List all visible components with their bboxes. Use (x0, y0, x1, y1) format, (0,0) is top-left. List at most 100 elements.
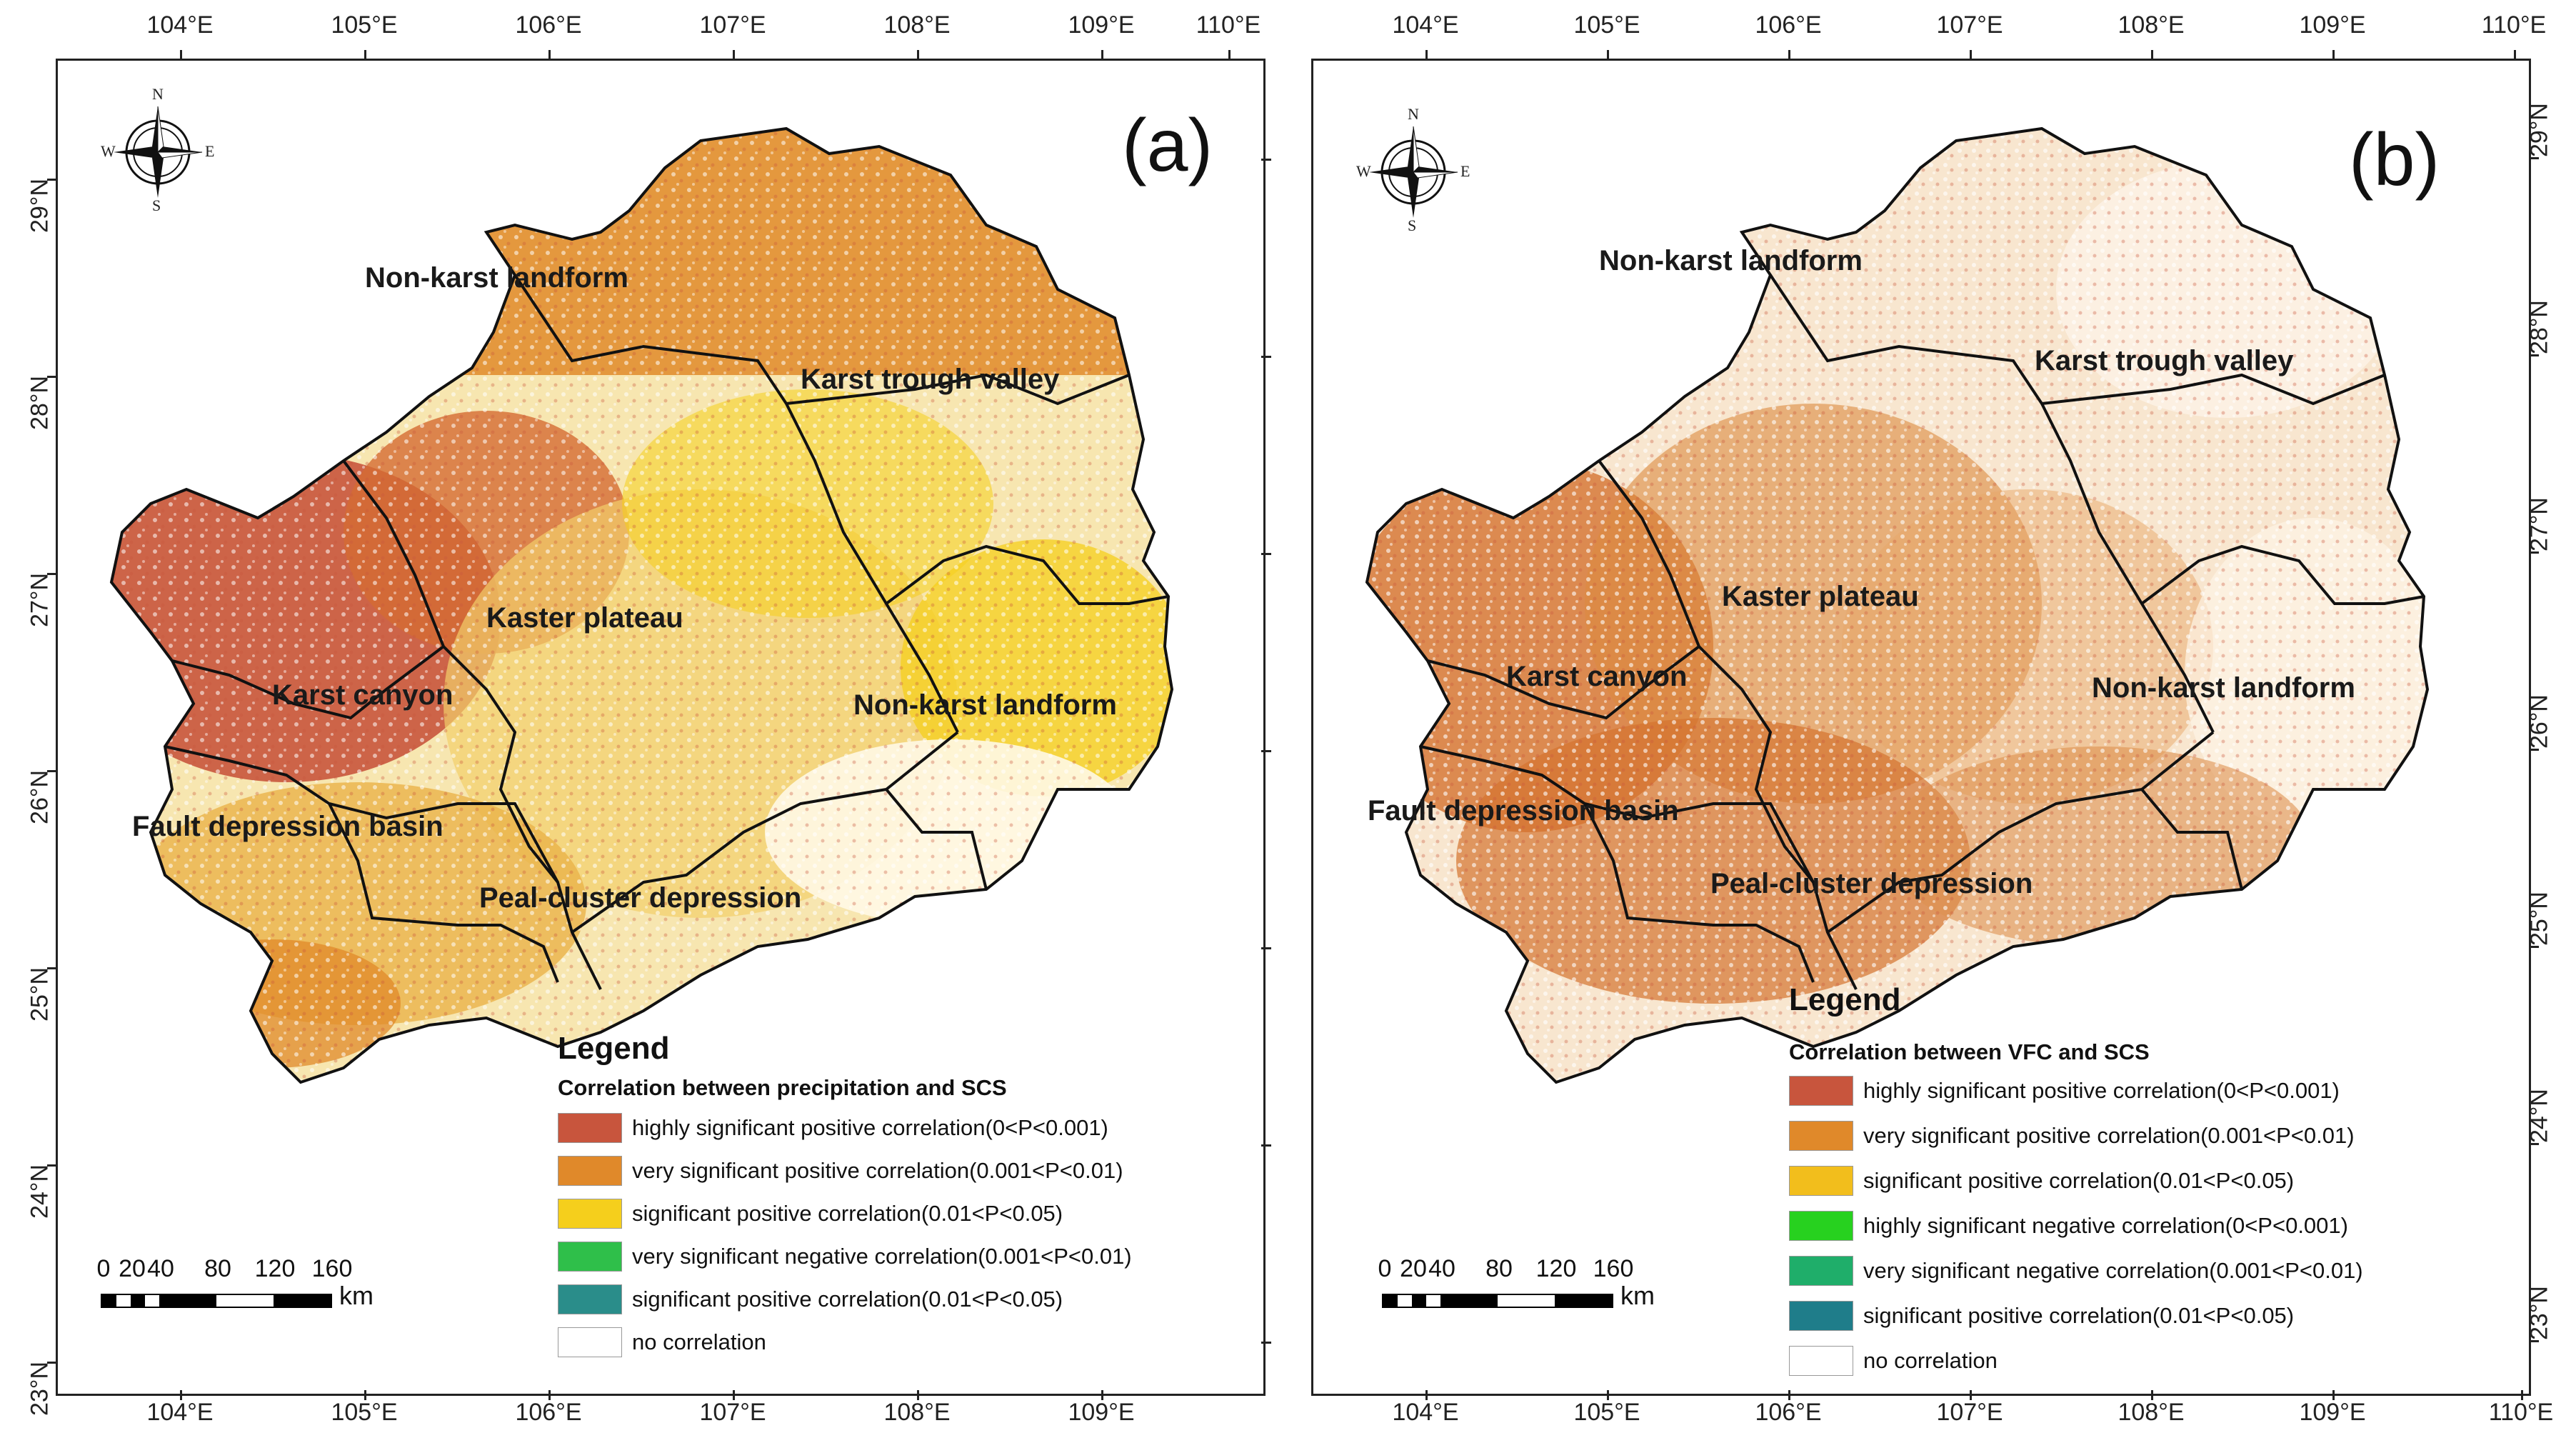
legend-label: significant positive correlation(0.01<P<… (632, 1201, 1063, 1226)
region-label-peak-cluster-depression: Peal-cluster depression (1710, 868, 2033, 899)
scale-label: 40 (147, 1255, 174, 1282)
tick-mark (2529, 354, 2539, 356)
compass-e-label: E (205, 142, 215, 160)
legend-item: very significant positive correlation(0.… (558, 1155, 1123, 1187)
scale-label: 160 (1593, 1255, 1634, 1282)
legend-swatch (558, 1199, 622, 1229)
legend-item: significant positive correlation(0.01<P<… (558, 1284, 1063, 1315)
lon-tick-label: 105°E (331, 11, 398, 39)
tick-mark (2529, 749, 2539, 751)
legend-swatch (558, 1242, 622, 1272)
scale-label: 40 (1428, 1255, 1455, 1282)
region-label-non-karst-nw: Non-karst landform (365, 262, 628, 294)
legend-swatch (1789, 1346, 1853, 1376)
lon-tick-label: 110°E (2488, 1399, 2554, 1426)
tick-mark (47, 376, 57, 378)
scale-unit: km (1620, 1281, 1655, 1310)
lat-tick-label: 28°N (2525, 300, 2553, 354)
lat-tick-label: 24°N (26, 1164, 54, 1219)
tick-mark (1228, 50, 1231, 60)
tick-mark (917, 50, 919, 60)
scalebar-b: 0 20 40 80 120 160 km (1378, 1255, 1682, 1319)
tick-mark (1261, 159, 1271, 161)
lat-tick-label: 23°N (2525, 1286, 2553, 1340)
legend-swatch (558, 1156, 622, 1186)
scale-label: 120 (254, 1255, 296, 1282)
tick-mark (1261, 553, 1271, 555)
map-b-graphic (1365, 126, 2430, 1084)
lon-tick-label: 107°E (1936, 1399, 2003, 1426)
region-label-karst-trough-valley: Karst trough valley (2035, 345, 2294, 376)
lat-tick-label: 26°N (2525, 694, 2553, 749)
tick-mark (2514, 50, 2516, 60)
lon-tick-label: 108°E (2118, 1399, 2185, 1426)
legend-item: very significant negative correlation(0.… (1789, 1255, 2363, 1287)
scale-label: 80 (204, 1255, 231, 1282)
legend-item: significant positive correlation(0.01<P<… (1789, 1165, 2294, 1197)
lat-tick-label: 23°N (26, 1362, 54, 1416)
lat-tick-label: 27°N (2525, 497, 2553, 551)
lon-tick-label: 106°E (515, 11, 582, 39)
legend-swatch (1789, 1166, 1853, 1196)
legend-label: very significant positive correlation(0.… (632, 1158, 1123, 1183)
map-panel-b: N S W E (b) Non-karst landform Karst tro… (1311, 59, 2531, 1396)
tick-mark (1425, 1390, 1428, 1400)
tick-mark (1425, 50, 1428, 60)
tick-mark (917, 1390, 919, 1400)
region-label-non-karst-e: Non-karst landform (2092, 672, 2355, 704)
compass-e-label: E (1460, 162, 1470, 180)
lon-tick-label: 110°E (1196, 11, 1261, 39)
lon-tick-label: 107°E (699, 1399, 766, 1426)
legend-swatch (558, 1113, 622, 1143)
region-label-karst-canyon: Karst canyon (272, 679, 453, 711)
scale-label: 0 (1378, 1255, 1392, 1282)
scale-bar (101, 1294, 332, 1308)
compass-rose-icon: N S W E (1356, 105, 1470, 234)
lon-tick-label: 109°E (2299, 1399, 2366, 1426)
legend-item: significant positive correlation(0.01<P<… (1789, 1300, 2294, 1332)
lon-tick-label: 107°E (699, 11, 766, 39)
legend-subtitle-a: Correlation between precipitation and SC… (558, 1075, 1007, 1100)
tick-mark (2529, 157, 2539, 159)
tick-mark (1788, 1390, 1790, 1400)
tick-mark (2529, 1340, 2539, 1342)
lon-tick-label: 108°E (883, 11, 951, 39)
lat-tick-label: 29°N (2525, 103, 2553, 157)
legend-label: significant positive correlation(0.01<P<… (1863, 1168, 2295, 1193)
region-label-fault-depression-basin: Fault depression basin (132, 811, 443, 842)
panel-label-b: (b) (2349, 119, 2440, 201)
lat-tick-label: 24°N (2525, 1089, 2553, 1143)
compass-w-label: W (101, 142, 116, 160)
legend-label: no correlation (1863, 1348, 1998, 1373)
tick-mark (2529, 1143, 2539, 1145)
region-label-kaster-plateau: Kaster plateau (486, 602, 683, 634)
tick-mark (2521, 1390, 2523, 1400)
lon-tick-label: 105°E (331, 1399, 398, 1426)
region-label-non-karst-e: Non-karst landform (853, 689, 1117, 721)
legend-swatch (558, 1284, 622, 1314)
tick-mark (364, 50, 366, 60)
tick-mark (2151, 1390, 2153, 1400)
tick-mark (1261, 1144, 1271, 1147)
compass-s-label: S (152, 196, 161, 214)
region-label-karst-trough-valley: Karst trough valley (801, 364, 1060, 395)
tick-mark (1261, 947, 1271, 949)
lon-tick-label: 104°E (1392, 1399, 1459, 1426)
tick-mark (1101, 50, 1103, 60)
scale-unit: km (339, 1281, 374, 1310)
tick-mark (364, 1390, 366, 1400)
lon-tick-label: 104°E (146, 1399, 214, 1426)
compass-s-label: S (1408, 216, 1417, 234)
tick-mark (1788, 50, 1790, 60)
scale-label: 20 (119, 1255, 146, 1282)
tick-mark (1261, 750, 1271, 752)
tick-mark (1101, 1390, 1103, 1400)
tick-mark (47, 179, 57, 181)
lon-tick-label: 108°E (883, 1399, 951, 1426)
tick-mark (1607, 1390, 1609, 1400)
compass-w-label: W (1356, 162, 1371, 180)
lat-tick-label: 27°N (26, 573, 54, 627)
region-label-karst-canyon: Karst canyon (1506, 661, 1688, 692)
legend-swatch (558, 1327, 622, 1357)
tick-mark (2529, 946, 2539, 948)
